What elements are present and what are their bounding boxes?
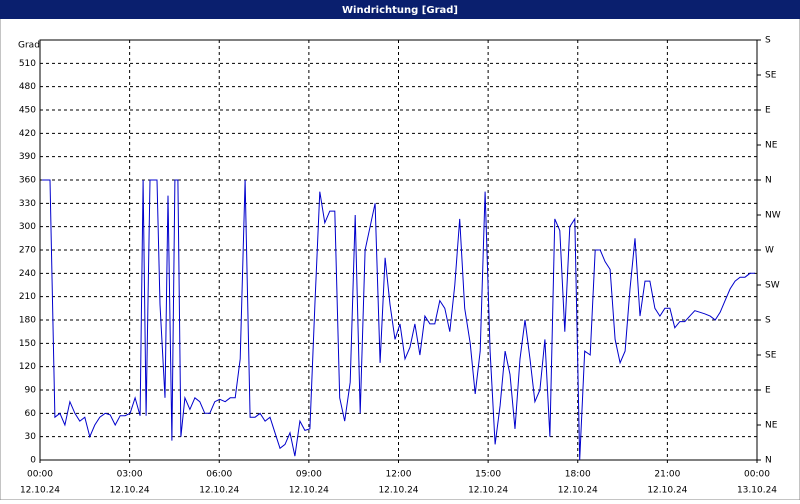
- y2-tick-label: SE: [765, 71, 777, 81]
- x-tick-date: 12.10.24: [378, 486, 418, 496]
- y-tick-label: 60: [25, 409, 37, 419]
- y-tick-label: 150: [19, 339, 36, 349]
- title-bar: [0, 0, 800, 19]
- y2-tick-label: S: [765, 316, 771, 326]
- y2-tick-label: N: [765, 176, 772, 186]
- y-tick-label: 420: [19, 129, 36, 139]
- y2-tick-label: E: [765, 386, 771, 396]
- y-tick-label: 360: [19, 176, 36, 186]
- x-tick-label: 00:00: [27, 470, 53, 480]
- x-tick-label: 21:00: [654, 470, 680, 480]
- x-tick-label: 12:00: [386, 470, 412, 480]
- y-tick-label: 270: [19, 246, 36, 256]
- x-tick-date: 12.10.24: [468, 486, 508, 496]
- x-tick-date: 12.10.24: [110, 486, 150, 496]
- x-tick-date: 12.10.24: [558, 486, 598, 496]
- y-tick-label: 240: [19, 269, 36, 279]
- y2-tick-label: NW: [765, 211, 781, 221]
- y-tick-label: 450: [19, 106, 36, 116]
- x-tick-date: 12.10.24: [289, 486, 329, 496]
- x-tick-label: 15:00: [475, 470, 501, 480]
- data-line: [42, 179, 755, 461]
- y-tick-label: 0: [30, 456, 36, 466]
- y2-tick-label: W: [765, 246, 774, 256]
- x-tick-label: 06:00: [206, 470, 232, 480]
- y-axis-label: Grad: [18, 41, 40, 51]
- x-tick-date: 12.10.24: [20, 486, 60, 496]
- y-tick-label: 510: [19, 59, 36, 69]
- y-tick-label: 330: [19, 199, 36, 209]
- chart-title: Windrichtung [Grad]: [342, 5, 458, 16]
- y2-tick-label: SE: [765, 351, 777, 361]
- x-tick-label: 00:00: [744, 470, 770, 480]
- y-tick-label: 120: [19, 362, 36, 372]
- y2-tick-label: S: [765, 36, 771, 46]
- x-tick-label: 03:00: [117, 470, 143, 480]
- y2-tick-label: N: [765, 456, 772, 466]
- y2-tick-label: E: [765, 106, 771, 116]
- x-tick-date: 12.10.24: [647, 486, 687, 496]
- y-tick-label: 30: [25, 432, 37, 442]
- x-tick-date: 12.10.24: [199, 486, 239, 496]
- y2-tick-label: SW: [765, 281, 780, 291]
- x-tick-label: 18:00: [565, 470, 591, 480]
- x-tick-date: 13.10.24: [737, 486, 777, 496]
- y-tick-label: 300: [19, 222, 36, 232]
- y-tick-label: 90: [25, 386, 37, 396]
- y-tick-label: 480: [19, 82, 36, 92]
- y-tick-label: 210: [19, 292, 36, 302]
- y-tick-label: 180: [19, 316, 36, 326]
- y2-tick-label: NE: [765, 421, 778, 431]
- y2-tick-label: NE: [765, 141, 778, 151]
- x-tick-label: 09:00: [296, 470, 322, 480]
- y-tick-label: 390: [19, 152, 36, 162]
